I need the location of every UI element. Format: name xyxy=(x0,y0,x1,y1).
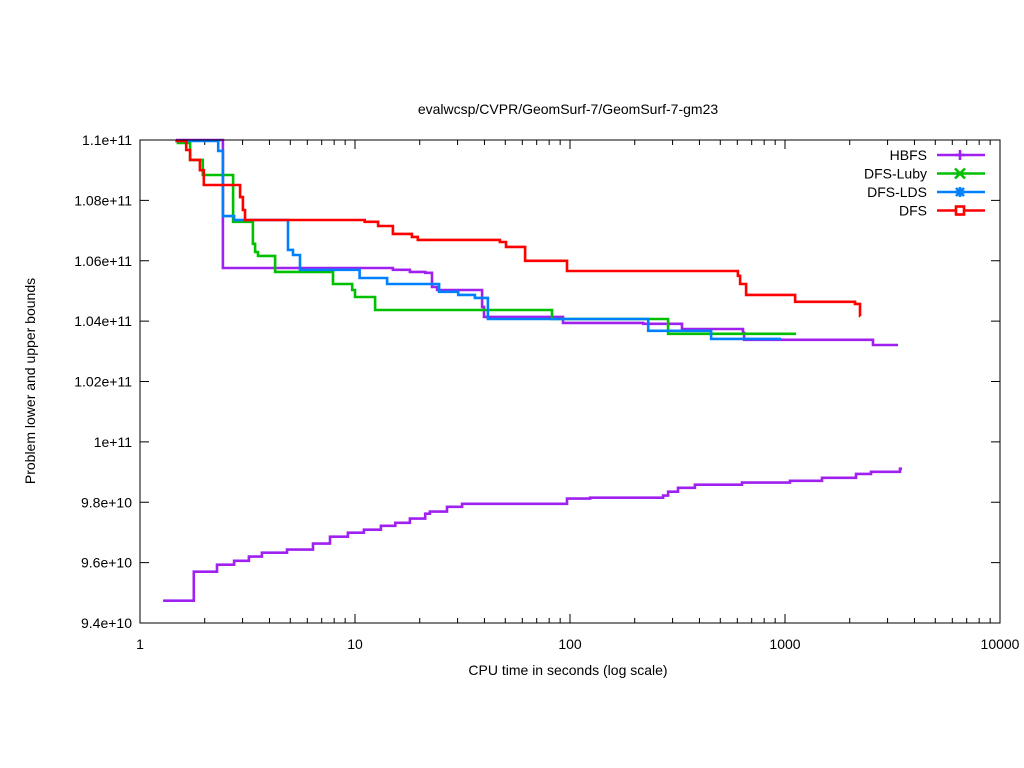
y-tick-label: 1.08e+11 xyxy=(74,192,132,208)
legend-label: DFS-LDS xyxy=(867,184,927,200)
y-tick-label: 1e+11 xyxy=(94,434,132,450)
y-tick-label: 1.06e+11 xyxy=(74,253,132,269)
y-tick-label: 1.04e+11 xyxy=(74,313,132,329)
axes: 1 10 100 1000 10000 9.4e+10 9.6e+10 9.8e+10 1e+1… xyxy=(74,132,1019,652)
plot-series xyxy=(163,138,902,602)
star-marker-icon xyxy=(955,187,965,197)
series-line-dfs-luby xyxy=(175,139,796,336)
legend-entry: HBFS xyxy=(890,147,985,163)
y-tick-label: 9.8e+10 xyxy=(81,494,132,510)
chart-title: evalwcsp/CVPR/GeomSurf-7/GeomSurf-7-gm23 xyxy=(418,101,719,117)
legend-label: DFS xyxy=(899,203,927,219)
legend-label: HBFS xyxy=(890,147,927,163)
y-tick-label: 1.1e+11 xyxy=(82,132,132,148)
series-line-dfs xyxy=(176,139,862,318)
legend-entry: DFS-LDS xyxy=(867,184,985,200)
x-tick-label: 10000 xyxy=(981,636,1020,652)
series-line-hbfs-lower xyxy=(163,467,902,602)
x-axis-label: CPU time in seconds (log scale) xyxy=(468,662,667,678)
plot-frame xyxy=(139,139,1001,624)
y-tick-label: 1.02e+11 xyxy=(74,374,132,390)
x-tick-label: 1 xyxy=(136,636,144,652)
y-tick-label: 9.6e+10 xyxy=(81,555,132,571)
cross-marker-icon xyxy=(954,167,966,180)
legend-entry: DFS-Luby xyxy=(864,166,985,182)
legend: HBFS DFS-Luby DFS-LDS DFS xyxy=(864,147,985,219)
series-line-dfs-lds xyxy=(175,139,781,341)
square-marker-icon xyxy=(954,205,966,216)
series-line-hbfs xyxy=(176,138,898,347)
x-tick-label: 100 xyxy=(558,636,582,652)
plus-marker-icon xyxy=(955,150,965,160)
x-tick-label: 1000 xyxy=(769,636,800,652)
y-axis-label: Problem lower and upper bounds xyxy=(22,278,38,484)
legend-entry: DFS xyxy=(899,203,985,219)
y-tick-label: 9.4e+10 xyxy=(81,615,132,631)
legend-label: DFS-Luby xyxy=(864,166,927,182)
x-tick-label: 10 xyxy=(347,636,363,652)
